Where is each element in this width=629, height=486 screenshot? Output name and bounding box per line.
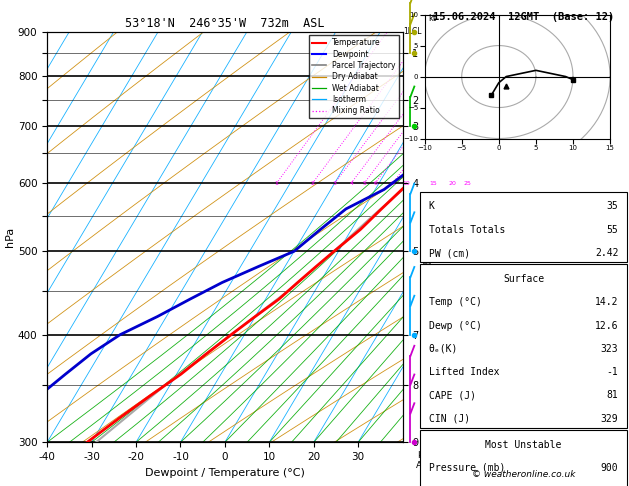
Text: K: K bbox=[429, 201, 435, 211]
Y-axis label: Mixing Ratio (g/kg): Mixing Ratio (g/kg) bbox=[423, 191, 432, 283]
Text: PW (cm): PW (cm) bbox=[429, 248, 470, 258]
Text: θₑ(K): θₑ(K) bbox=[429, 344, 458, 354]
Text: Lifted Index: Lifted Index bbox=[429, 367, 499, 377]
Text: 1: 1 bbox=[275, 181, 279, 187]
Text: 15: 15 bbox=[429, 181, 437, 187]
Text: km
ASL: km ASL bbox=[416, 451, 433, 470]
Text: 81: 81 bbox=[607, 390, 618, 400]
Text: 12.6: 12.6 bbox=[595, 320, 618, 330]
Text: 4: 4 bbox=[349, 181, 353, 187]
Text: 3: 3 bbox=[333, 181, 337, 187]
Text: 25: 25 bbox=[464, 181, 471, 187]
Text: 900: 900 bbox=[601, 463, 618, 473]
Text: 10: 10 bbox=[403, 181, 411, 187]
Bar bbox=[420, 264, 627, 428]
Text: 15.06.2024  12GMT  (Base: 12): 15.06.2024 12GMT (Base: 12) bbox=[433, 12, 615, 22]
Text: 2: 2 bbox=[311, 181, 314, 187]
Text: 55: 55 bbox=[607, 225, 618, 235]
Text: -1: -1 bbox=[607, 367, 618, 377]
Text: Pressure (mb): Pressure (mb) bbox=[429, 463, 505, 473]
Text: 2.42: 2.42 bbox=[595, 248, 618, 258]
Text: 8: 8 bbox=[391, 181, 394, 187]
Bar bbox=[420, 192, 627, 262]
Y-axis label: hPa: hPa bbox=[5, 227, 15, 247]
Text: 14.2: 14.2 bbox=[595, 297, 618, 307]
Bar bbox=[420, 430, 627, 486]
Text: 329: 329 bbox=[601, 414, 618, 424]
Text: Dewp (°C): Dewp (°C) bbox=[429, 320, 482, 330]
Legend: Temperature, Dewpoint, Parcel Trajectory, Dry Adiabat, Wet Adiabat, Isotherm, Mi: Temperature, Dewpoint, Parcel Trajectory… bbox=[309, 35, 399, 118]
Text: CIN (J): CIN (J) bbox=[429, 414, 470, 424]
Text: 6: 6 bbox=[373, 181, 377, 187]
Text: 5: 5 bbox=[362, 181, 366, 187]
Text: 323: 323 bbox=[601, 344, 618, 354]
Text: kt: kt bbox=[428, 14, 437, 23]
Text: CAPE (J): CAPE (J) bbox=[429, 390, 476, 400]
Text: Surface: Surface bbox=[503, 274, 544, 284]
Title: 53°18'N  246°35'W  732m  ASL: 53°18'N 246°35'W 732m ASL bbox=[125, 17, 325, 31]
Text: 20: 20 bbox=[448, 181, 456, 187]
Text: © weatheronline.co.uk: © weatheronline.co.uk bbox=[472, 469, 576, 479]
Text: Temp (°C): Temp (°C) bbox=[429, 297, 482, 307]
Text: 35: 35 bbox=[607, 201, 618, 211]
Text: Totals Totals: Totals Totals bbox=[429, 225, 505, 235]
X-axis label: Dewpoint / Temperature (°C): Dewpoint / Temperature (°C) bbox=[145, 468, 305, 478]
Text: 1LCL: 1LCL bbox=[403, 27, 422, 36]
Text: Most Unstable: Most Unstable bbox=[486, 439, 562, 450]
